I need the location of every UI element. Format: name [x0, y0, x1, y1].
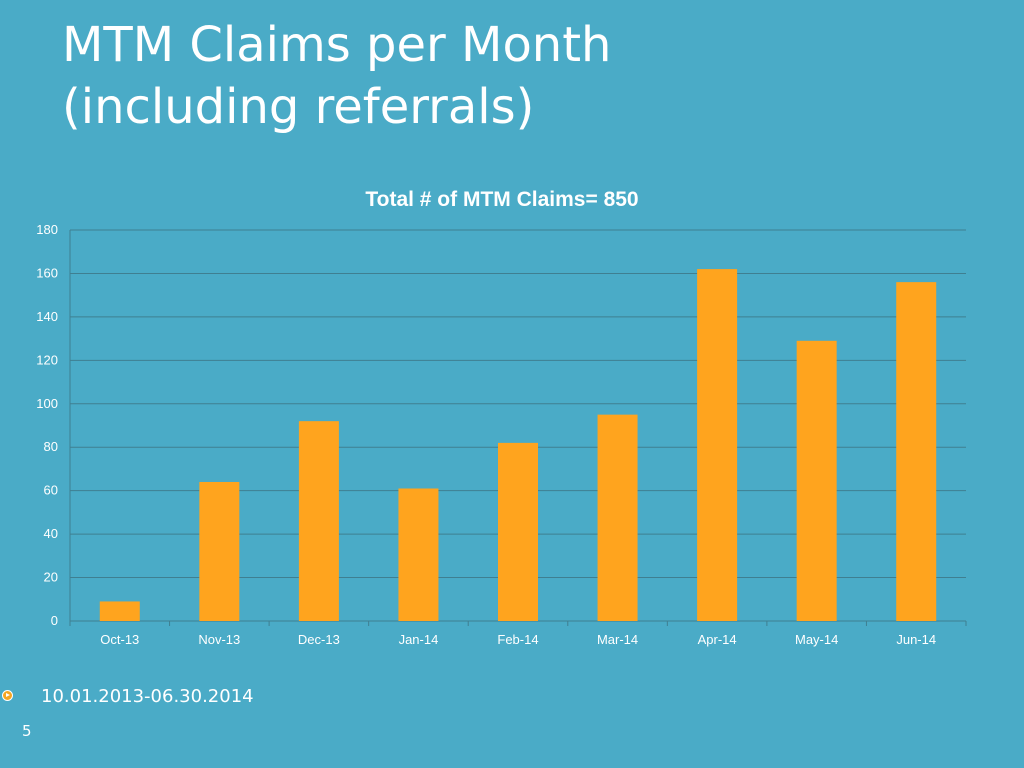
date-range-text: 10.01.2013-06.30.2014	[41, 686, 254, 707]
x-tick-labels: Oct-13 Nov-13 Dec-13 Jan-14 Feb-14 Mar-14 Apr-…	[100, 632, 936, 647]
bar	[597, 414, 638, 621]
bar	[896, 282, 937, 621]
slide-title-line-1: MTM Claims per Month	[62, 17, 612, 73]
bar	[697, 269, 738, 621]
x-tick-label: Nov-13	[198, 632, 240, 647]
x-tick-label: Feb-14	[497, 632, 538, 647]
bar	[199, 481, 240, 621]
bar	[99, 601, 140, 621]
bar	[398, 488, 439, 621]
x-tick-label: Mar-14	[597, 632, 638, 647]
slide-number: 5	[22, 722, 32, 740]
y-tick-label: 140	[36, 309, 58, 324]
bullet-icon	[2, 690, 13, 701]
bar	[796, 340, 837, 621]
x-tick-label: May-14	[795, 632, 838, 647]
y-tick-labels: 0 20 40 60 80 100 120 140 160 180	[36, 222, 58, 628]
y-tick-label: 40	[44, 526, 58, 541]
slide-title-line-2: (including referrals)	[62, 79, 535, 135]
slide-title: MTM Claims per Month (including referral…	[62, 14, 611, 138]
y-tick-label: 80	[44, 439, 58, 454]
x-tick-label: Jan-14	[399, 632, 439, 647]
x-tick-label: Apr-14	[698, 632, 737, 647]
y-tick-label: 180	[36, 222, 58, 237]
x-tick-label: Jun-14	[896, 632, 936, 647]
y-tick-label: 160	[36, 265, 58, 280]
x-tick-label: Oct-13	[100, 632, 139, 647]
y-tick-label: 120	[36, 352, 58, 367]
bar	[498, 442, 538, 621]
y-tick-label: 20	[44, 570, 58, 585]
y-tick-label: 100	[36, 396, 58, 411]
bar-chart: Total # of MTM Claims= 850 0 20 40 60 80 100 1…	[36, 188, 967, 647]
x-tick-label: Dec-13	[298, 632, 340, 647]
bars	[99, 269, 937, 621]
chart-title: Total # of MTM Claims= 850	[365, 188, 638, 211]
bar	[298, 421, 339, 621]
y-tick-label: 0	[51, 613, 58, 628]
y-tick-label: 60	[44, 483, 58, 498]
